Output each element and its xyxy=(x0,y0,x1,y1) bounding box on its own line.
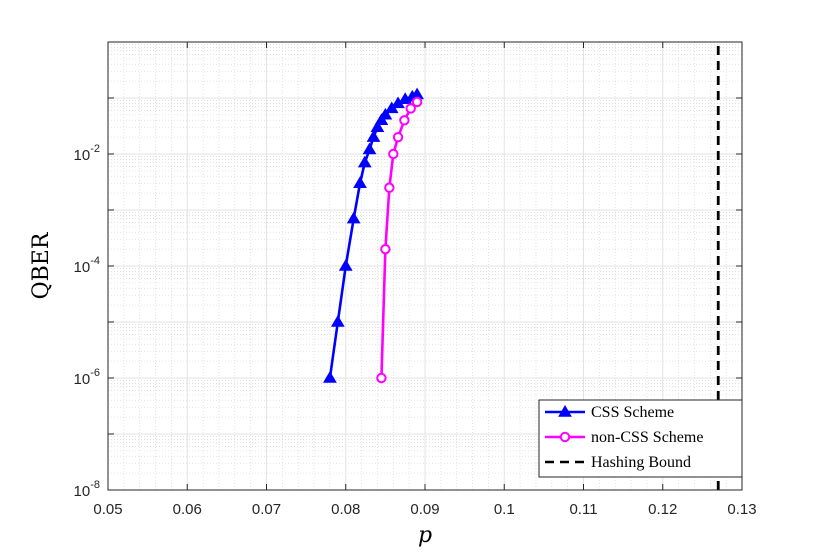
legend-entry: CSS Scheme xyxy=(545,404,674,421)
data-point-triangle xyxy=(330,315,345,327)
y-tick-label: 10-2 xyxy=(74,143,100,164)
legend-label: CSS Scheme xyxy=(591,404,674,421)
data-point-triangle xyxy=(346,211,361,224)
data-point-triangle xyxy=(558,405,572,417)
data-point-triangle xyxy=(370,120,385,132)
series-layer xyxy=(323,42,720,490)
y-tick-labels: 10-810-610-410-2 xyxy=(74,143,100,500)
series-non-css-scheme xyxy=(376,96,423,384)
data-point-triangle xyxy=(362,142,377,155)
x-tick-label: 0.09 xyxy=(410,501,439,518)
data-point-circle xyxy=(380,243,391,255)
y-tick-exponent: -6 xyxy=(90,367,100,379)
x-tick-label: 0.05 xyxy=(93,501,122,518)
y-tick-base: 10 xyxy=(74,259,91,276)
data-point-triangle xyxy=(378,107,393,120)
legend-entries: CSS Scheme non-CSS Scheme Hashing Bound xyxy=(545,404,703,471)
data-point-circle xyxy=(399,115,410,126)
data-point-triangle xyxy=(366,130,381,142)
data-point-triangle xyxy=(357,155,372,168)
data-point-triangle xyxy=(323,371,337,383)
x-tick-labels: 0.05 0.06 0.07 0.08 0.09 0.1 0.11 0.12 0.13 xyxy=(93,501,756,518)
y-tick-base: 10 xyxy=(74,371,91,388)
data-point-circle xyxy=(376,372,387,384)
y-tick-exponent: -2 xyxy=(90,143,100,155)
x-tick-label: 0.11 xyxy=(569,501,597,518)
x-tick-label: 0.07 xyxy=(252,501,281,518)
y-tick-base: 10 xyxy=(74,483,91,500)
data-point-circle xyxy=(388,148,399,160)
x-axis-label: p xyxy=(418,523,432,548)
y-tick-label: 10-8 xyxy=(74,479,100,500)
legend-label: non-CSS Scheme xyxy=(591,429,703,446)
x-tick-label: 0.13 xyxy=(727,501,756,518)
data-point-circle xyxy=(411,96,423,108)
y-tick-label: 10-4 xyxy=(74,255,100,276)
data-point-circle xyxy=(405,103,416,114)
data-point-circle xyxy=(392,131,404,143)
legend-label: Hashing Bound xyxy=(591,454,691,471)
y-tick-base: 10 xyxy=(74,147,91,164)
x-tick-label: 0.06 xyxy=(173,501,202,518)
y-axis-label: QBER xyxy=(29,231,54,299)
x-tick-label: 0.1 xyxy=(494,501,515,518)
data-point-triangle xyxy=(353,176,367,188)
series-css-scheme xyxy=(323,87,424,383)
data-point-circle xyxy=(559,431,571,443)
legend-entry: non-CSS Scheme xyxy=(545,429,703,446)
data-point-triangle xyxy=(338,259,353,271)
data-point-circle xyxy=(384,182,395,193)
x-tick-label: 0.08 xyxy=(331,501,360,518)
x-tick-label: 0.12 xyxy=(648,501,677,518)
legend-entry: Hashing Bound xyxy=(545,454,691,471)
axis-ticks xyxy=(107,41,743,491)
y-tick-exponent: -4 xyxy=(90,255,100,267)
legend: CSS Scheme non-CSS Scheme Hashing Bound xyxy=(538,399,743,478)
y-tick-label: 10-6 xyxy=(74,367,100,388)
y-tick-exponent: -8 xyxy=(90,479,100,491)
